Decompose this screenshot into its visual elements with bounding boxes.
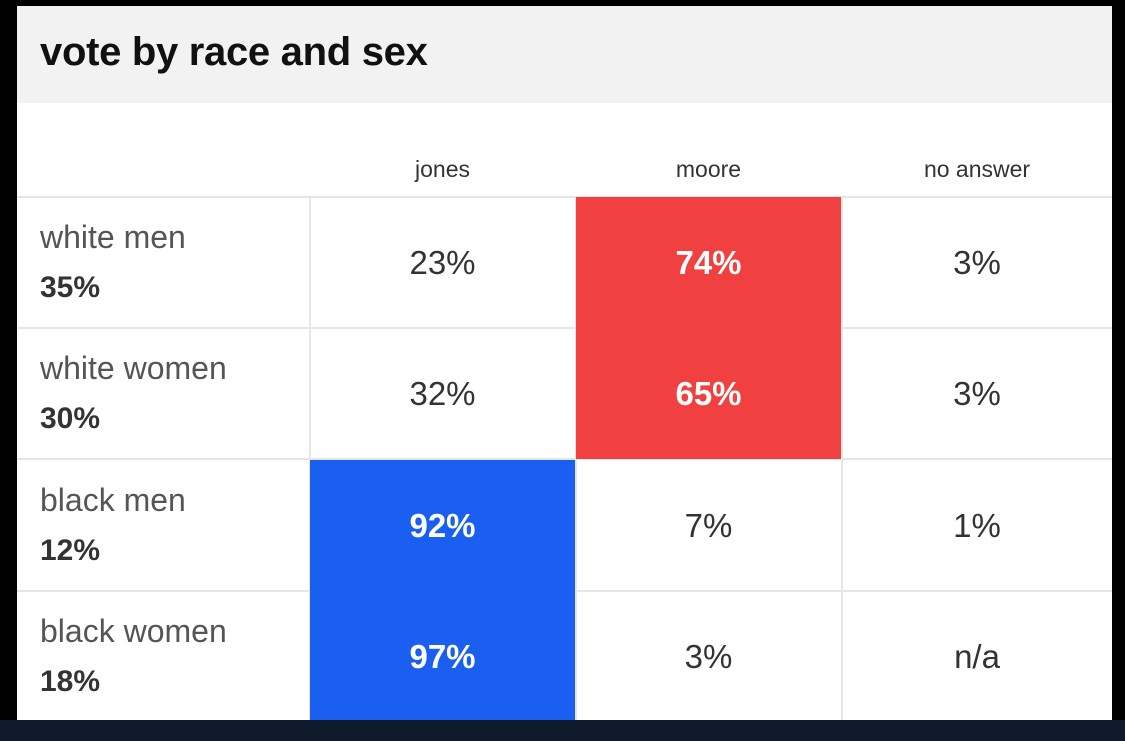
cell-white-men-jones: 23% (409, 243, 476, 281)
cell-white-women-moore: 65% (576, 328, 841, 459)
results-table-card: vote by race and sex jones moore no answer… (17, 6, 1112, 720)
row-share-white-men: 35% (40, 271, 101, 304)
row-share-white-women: 30% (40, 402, 101, 435)
cell-white-women-no-answer: 3% (953, 374, 1001, 412)
row-label-white-women: white women (40, 350, 227, 386)
chart-title: vote by race and sex (40, 30, 428, 74)
cell-black-women-no-answer: n/a (954, 637, 1000, 675)
row-label-black-women: black women (40, 613, 227, 649)
column-header-moore: moore (675, 156, 742, 182)
column-divider (841, 197, 843, 720)
cell-black-women-moore: 3% (684, 637, 733, 675)
cell-white-men-moore: 74% (576, 197, 841, 328)
screenshot-frame-left (0, 0, 17, 741)
cell-black-men-no-answer: 1% (953, 506, 1001, 544)
row-divider (17, 327, 1112, 329)
cell-black-men-moore: 7% (684, 506, 733, 544)
row-share-black-men: 12% (40, 534, 101, 567)
row-share-black-women: 18% (40, 665, 101, 698)
cell-white-men-no-answer: 3% (953, 243, 1001, 281)
cell-black-women-jones: 97% (310, 591, 575, 720)
screenshot-frame-top (0, 0, 1125, 6)
screenshot-frame-bottom (0, 720, 1125, 741)
column-divider (309, 197, 311, 720)
screenshot-frame-right (1112, 0, 1125, 741)
column-header-jones: jones (415, 156, 470, 182)
cell-white-women-jones: 32% (409, 374, 476, 412)
header-divider (17, 196, 1112, 198)
row-divider (17, 458, 1112, 460)
title-bar: vote by race and sex (17, 6, 1112, 103)
cell-black-men-jones: 92% (310, 460, 575, 591)
row-label-white-men: white men (40, 219, 186, 255)
row-label-black-men: black men (40, 482, 186, 518)
column-header-no-answer: no answer (923, 156, 1031, 182)
